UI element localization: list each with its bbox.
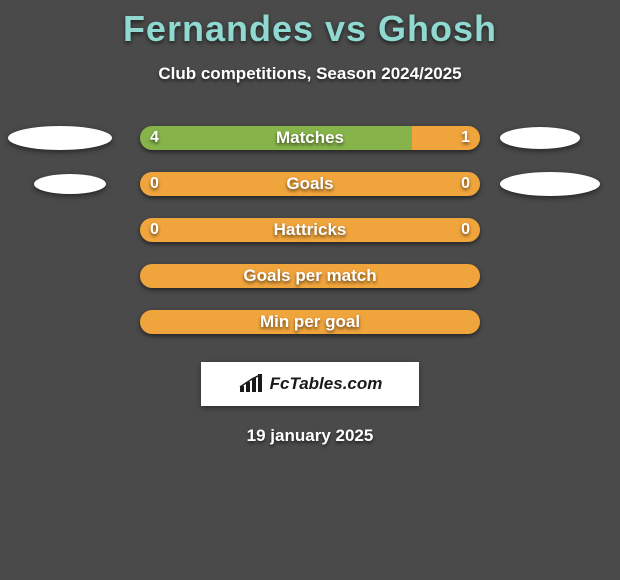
stat-value-right: 0: [451, 218, 480, 242]
brand-text: FcTables.com: [270, 374, 383, 394]
stat-label: Goals per match: [140, 264, 480, 288]
comparison-infographic: Fernandes vs Ghosh Club competitions, Se…: [0, 0, 620, 580]
stat-value-left: 4: [140, 126, 169, 150]
decorative-ellipse: [8, 126, 112, 150]
decorative-ellipse: [500, 172, 600, 196]
stat-row: Goals per match: [0, 264, 620, 288]
stat-bar: Matches4 1: [140, 126, 480, 150]
bar-chart-icon: [238, 374, 264, 394]
stat-row: Goals0 0: [0, 172, 620, 196]
stat-label: Goals: [140, 172, 480, 196]
subtitle: Club competitions, Season 2024/2025: [0, 64, 620, 84]
stat-value-right: 1: [451, 126, 480, 150]
stat-row: Min per goal: [0, 310, 620, 334]
decorative-ellipse: [500, 127, 580, 149]
stat-row: Matches4 1: [0, 126, 620, 150]
stat-bar: Goals0 0: [140, 172, 480, 196]
brand-box: FcTables.com: [201, 362, 419, 406]
page-title: Fernandes vs Ghosh: [0, 0, 620, 50]
stat-bar: Goals per match: [140, 264, 480, 288]
stat-label: Min per goal: [140, 310, 480, 334]
stat-value-right: 0: [451, 172, 480, 196]
decorative-ellipse: [34, 174, 106, 194]
stat-rows: Matches41Goals00Hattricks00Goals per mat…: [0, 126, 620, 334]
stat-bar: Min per goal: [140, 310, 480, 334]
stat-bar: Hattricks0 0: [140, 218, 480, 242]
stat-label: Matches: [140, 126, 480, 150]
stat-label: Hattricks: [140, 218, 480, 242]
stat-value-left: 0: [140, 172, 169, 196]
date: 19 january 2025: [0, 426, 620, 446]
stat-value-left: 0: [140, 218, 169, 242]
stat-row: Hattricks0 0: [0, 218, 620, 242]
